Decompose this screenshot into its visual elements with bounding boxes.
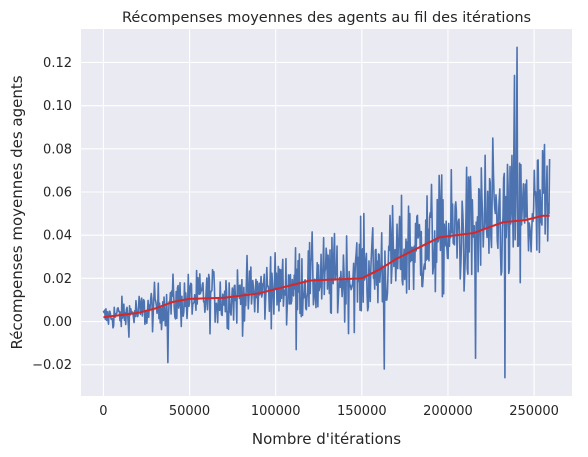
x-tick-label: 200000	[423, 404, 473, 419]
x-tick-labels: 0 50000 100000 150000 200000 250000	[99, 404, 559, 419]
y-tick-label: 0.10	[43, 99, 72, 114]
raw-reward-line	[102, 46, 551, 379]
moving-average-series	[103, 214, 550, 319]
x-tick-label: 100000	[251, 404, 301, 419]
y-tick-label: 0.12	[43, 56, 72, 71]
raw-series	[102, 46, 551, 379]
x-tick-label: 0	[99, 404, 107, 419]
y-tick-label: 0.06	[43, 185, 72, 200]
y-tick-label: 0.08	[43, 142, 72, 157]
y-tick-label: 0.04	[43, 229, 72, 244]
y-tick-labels: −0.02 0.00 0.02 0.04 0.06 0.08 0.10 0.12	[32, 56, 72, 373]
moving-average-line	[103, 214, 550, 319]
x-tick-label: 250000	[509, 404, 559, 419]
chart-title: Récompenses moyennes des agents au fil d…	[122, 10, 531, 26]
y-tick-label: −0.02	[32, 358, 72, 373]
x-tick-label: 50000	[169, 404, 210, 419]
x-tick-label: 150000	[337, 404, 387, 419]
y-tick-label: 0.00	[43, 315, 72, 330]
y-tick-label: 0.02	[43, 272, 72, 287]
x-axis-label: Nombre d'itérations	[252, 430, 401, 448]
y-axis-label: Récompenses moyennes des agents	[8, 75, 26, 349]
